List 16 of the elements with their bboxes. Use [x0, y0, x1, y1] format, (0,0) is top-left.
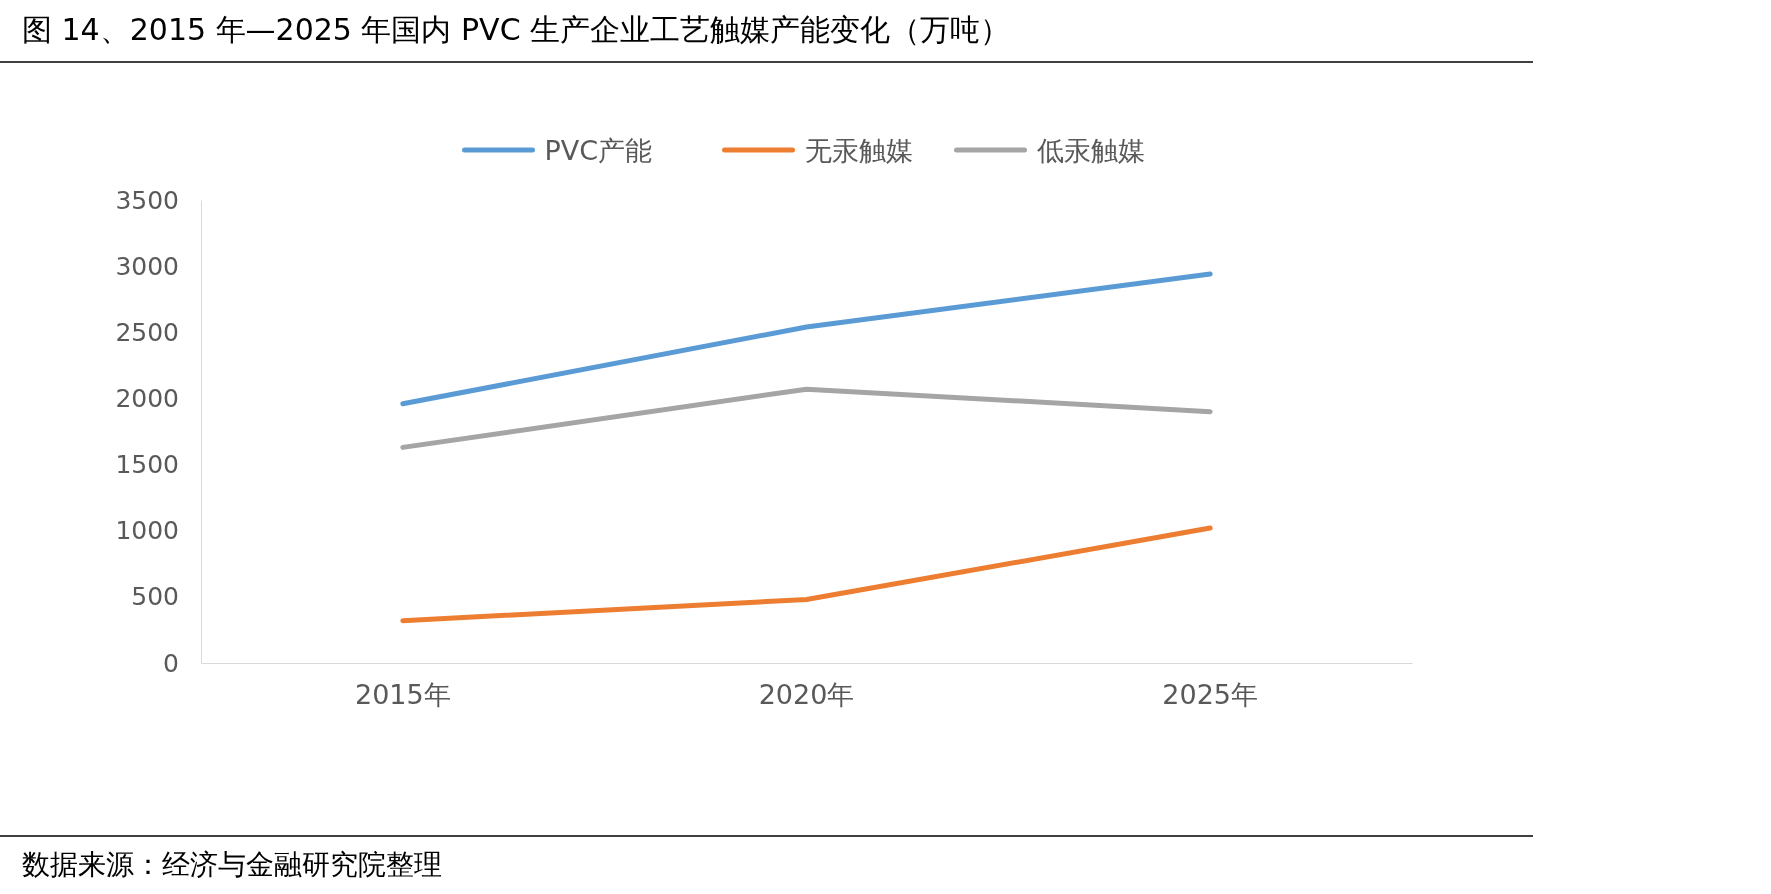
source-note: 数据来源：经济与金融研究院整理 [22, 848, 442, 881]
legend-label: 低汞触媒 [1036, 135, 1145, 166]
y-tick-label: 2000 [115, 383, 179, 413]
chart-title: 图 14、2015 年—2025 年国内 PVC 生产企业工艺触媒产能变化（万吨） [22, 12, 1011, 47]
x-tick-label: 2020年 [758, 679, 855, 711]
legend-label: 无汞触媒 [804, 135, 913, 166]
y-tick-label: 0 [163, 648, 179, 678]
y-tick-label: 500 [131, 582, 179, 612]
legend-label: PVC产能 [544, 135, 653, 166]
x-tick-label: 2015年 [354, 679, 451, 711]
y-tick-label: 1500 [115, 450, 179, 480]
y-tick-label: 3500 [115, 185, 179, 215]
y-tick-label: 1000 [115, 516, 179, 546]
y-tick-label: 3000 [115, 251, 179, 281]
y-tick-label: 2500 [115, 317, 179, 347]
x-tick-label: 2025年 [1162, 679, 1259, 711]
